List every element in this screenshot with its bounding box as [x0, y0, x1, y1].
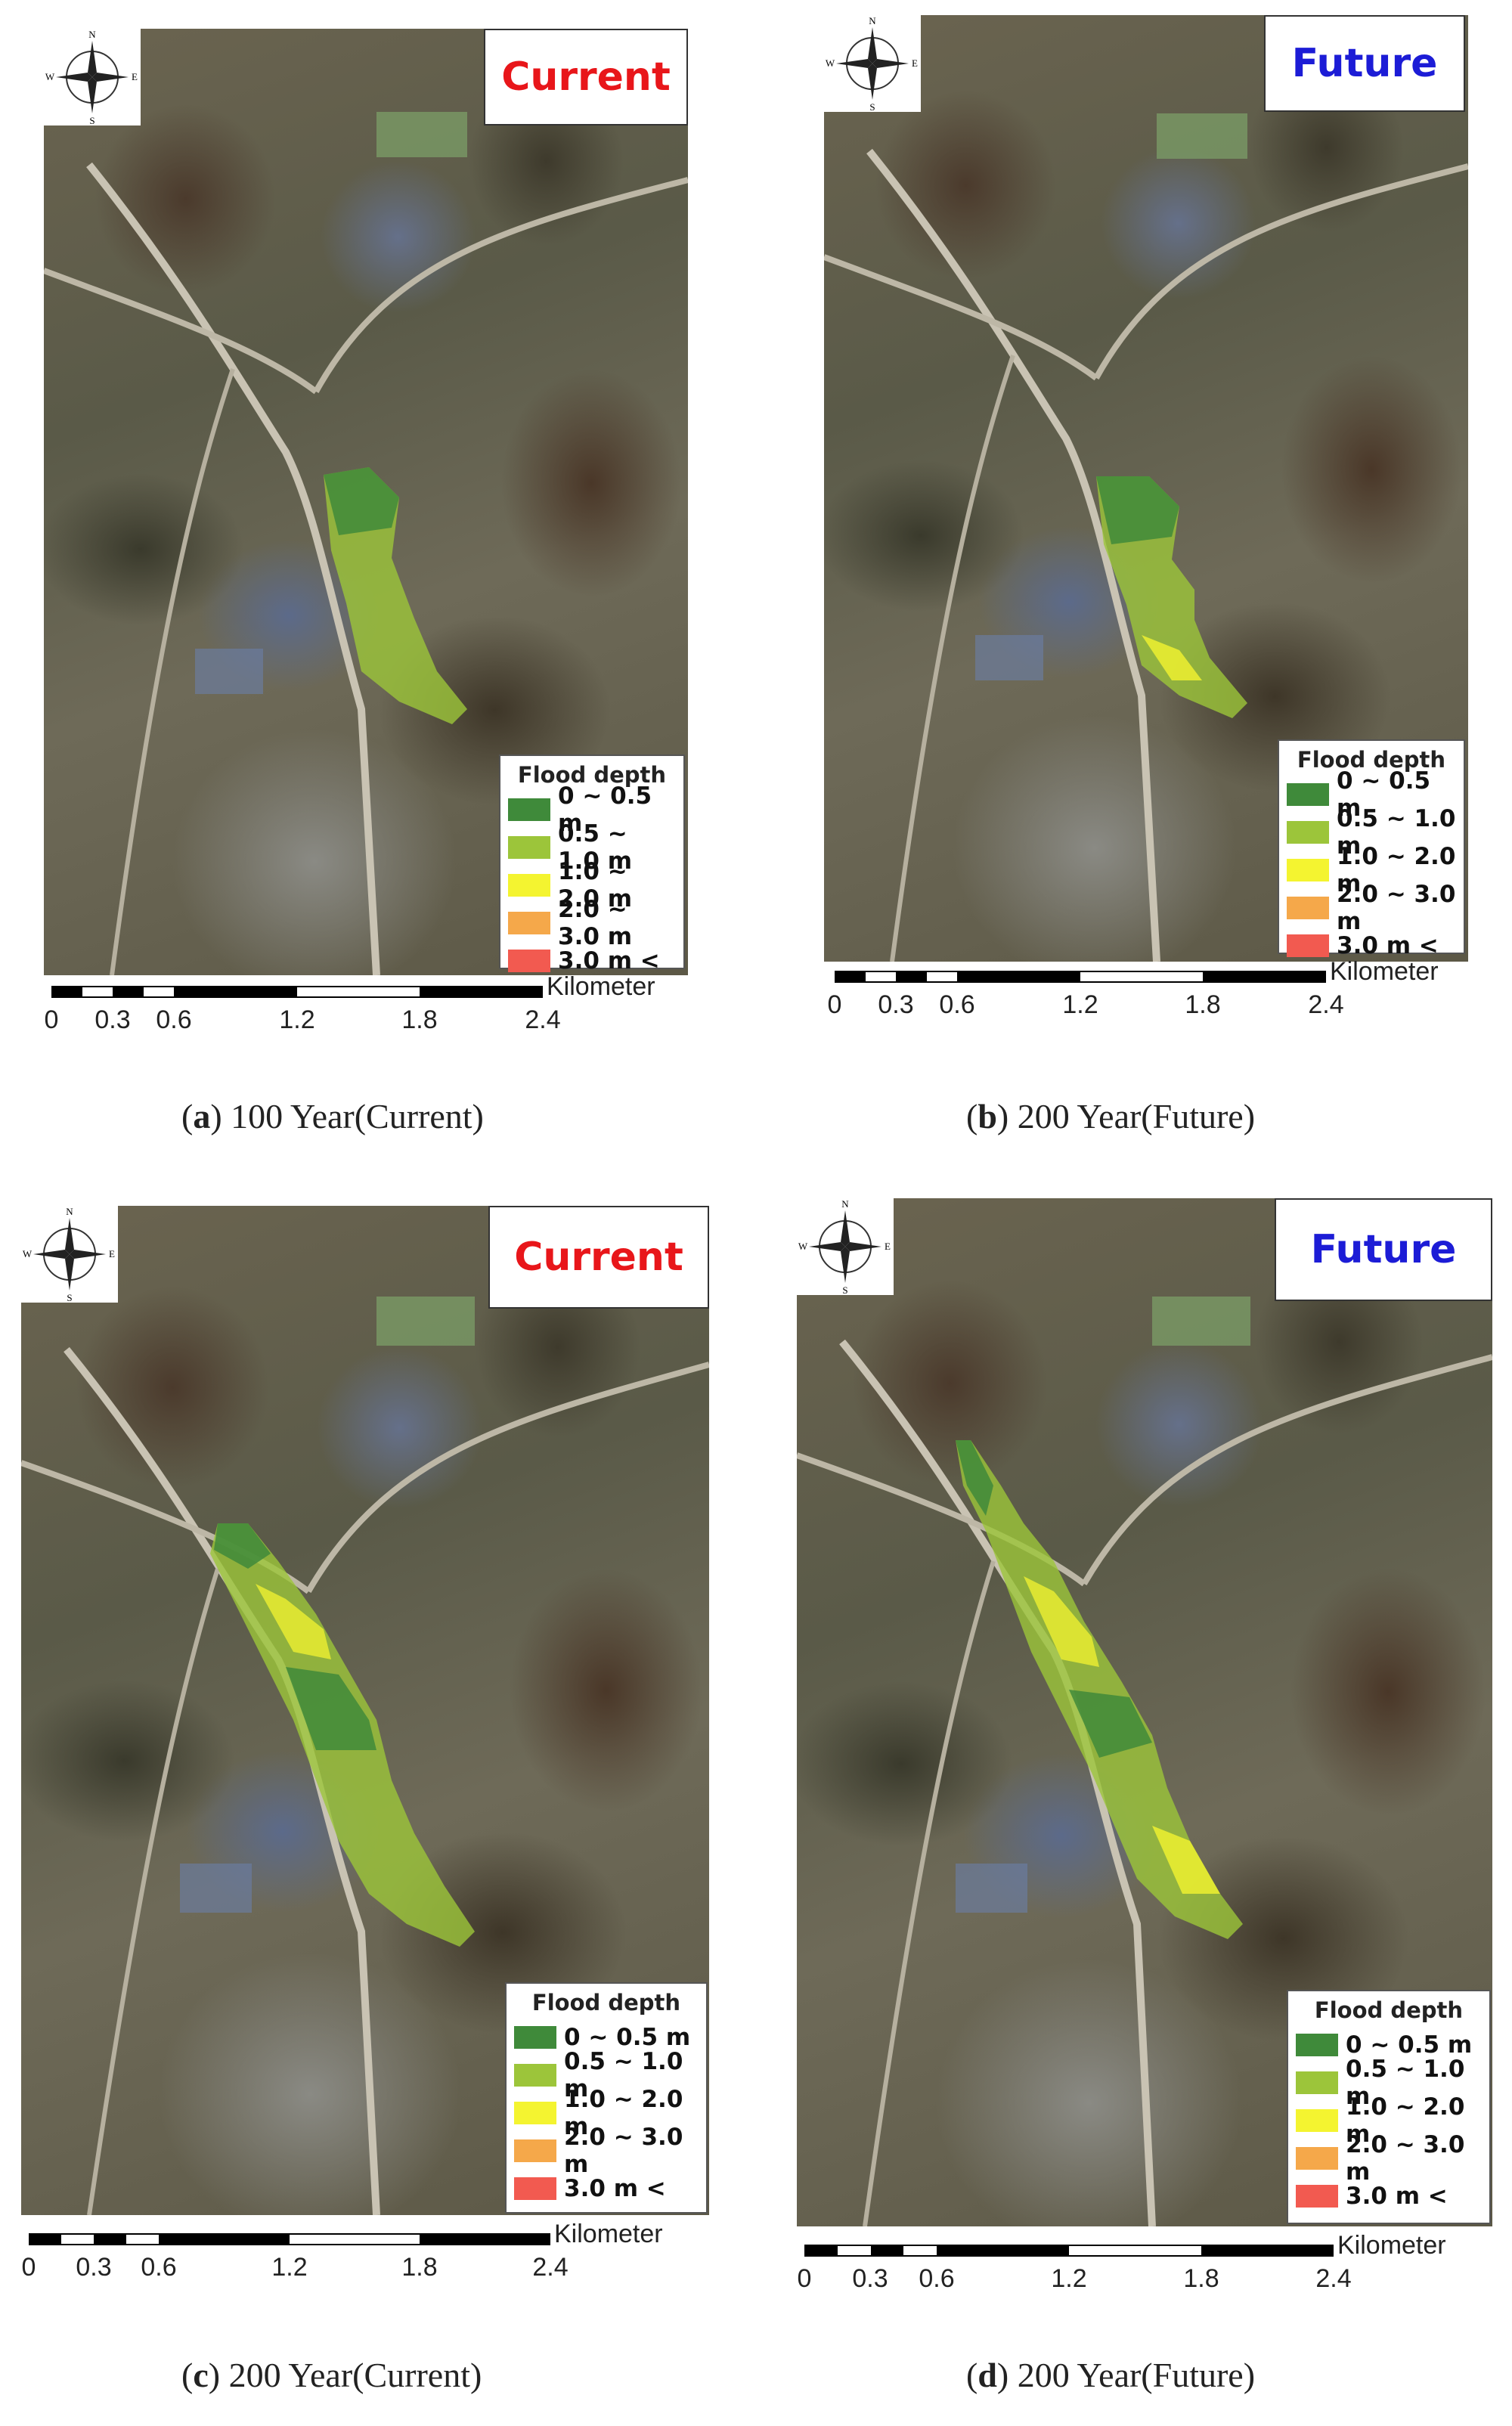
- legend-item: 0.5 ~ 1.0 m: [508, 820, 676, 875]
- svg-text:N: N: [66, 1206, 73, 1217]
- scale-tick: 1.2: [1062, 990, 1098, 1019]
- svg-text:E: E: [912, 57, 918, 69]
- panel-caption: (d) 200 Year(Future): [966, 2356, 1256, 2394]
- compass-rose-icon: N S E W: [797, 1198, 894, 1296]
- svg-text:W: W: [798, 1241, 808, 1252]
- svg-text:S: S: [842, 1284, 847, 1295]
- flood-depth-legend: Flood depth 0 ~ 0.5 m 0.5 ~ 1.0 m 1.0 ~ …: [499, 754, 685, 974]
- flood-depth-legend: Flood depth 0 ~ 0.5 m 0.5 ~ 1.0 m 1.0 ~ …: [1278, 739, 1465, 959]
- legend-item: 1.0 ~ 2.0 m: [1296, 2093, 1482, 2148]
- scale-tick: 1.8: [1185, 990, 1221, 1019]
- scenario-label: Current: [488, 1206, 709, 1309]
- legend-item: 2.0 ~ 3.0 m: [1287, 881, 1456, 935]
- legend-item: 3.0 m <: [1287, 927, 1456, 965]
- legend-item: 1.0 ~ 2.0 m: [514, 2086, 699, 2140]
- legend-item: 1.0 ~ 2.0 m: [508, 858, 676, 912]
- legend-item: 0 ~ 0.5 m: [1287, 767, 1456, 822]
- scale-tick: 1.8: [401, 1005, 438, 1034]
- legend-item: 0.5 ~ 1.0 m: [514, 2048, 699, 2102]
- road-network: [44, 112, 688, 975]
- panel-caption: (c) 200 Year(Current): [181, 2356, 482, 2394]
- scale-unit: Kilometer: [1330, 957, 1439, 986]
- satellite-map: [44, 29, 688, 975]
- legend-item: 0 ~ 0.5 m: [508, 782, 676, 837]
- scale-unit: Kilometer: [1337, 2231, 1446, 2260]
- scale-tick: 0: [21, 2253, 36, 2282]
- scale-tick: 1.8: [401, 2253, 438, 2282]
- flood-extent: [324, 467, 467, 724]
- panel-caption: (b) 200 Year(Future): [966, 1097, 1256, 1136]
- scale-unit: Kilometer: [554, 2220, 663, 2248]
- scale-tick: 0.6: [939, 990, 975, 1019]
- scale-bar: Kilometer 0 0.3 0.6 1.2 1.8 2.4: [798, 2231, 1446, 2302]
- scale-tick: 1.8: [1183, 2264, 1219, 2293]
- legend-item: 2.0 ~ 3.0 m: [514, 2124, 699, 2178]
- scale-tick: 2.4: [1308, 990, 1344, 1019]
- legend-title: Flood depth: [531, 1990, 681, 2015]
- svg-text:N: N: [869, 15, 876, 26]
- scale-unit: Kilometer: [547, 972, 655, 1001]
- legend-item: 3.0 m <: [1296, 2177, 1482, 2215]
- scale-tick: 2.4: [1315, 2264, 1352, 2293]
- compass-rose-icon: N S E W: [824, 15, 921, 113]
- scale-tick: 0: [44, 1005, 59, 1034]
- svg-text:S: S: [67, 1292, 72, 1303]
- legend-item: 1.0 ~ 2.0 m: [1287, 843, 1456, 897]
- flood-extent: [1096, 476, 1247, 718]
- compass-rose-icon: N S E W: [21, 1206, 118, 1303]
- flood-extent: [956, 1440, 1243, 1939]
- svg-text:W: W: [826, 57, 835, 69]
- legend-title: Flood depth: [1297, 747, 1446, 773]
- scale-tick: 0.3: [852, 2264, 888, 2293]
- compass-rose-icon: N S E W: [44, 29, 141, 126]
- scenario-label: Future: [1264, 15, 1465, 112]
- svg-text:N: N: [841, 1198, 849, 1210]
- svg-text:W: W: [23, 1248, 33, 1259]
- legend-item: 3.0 m <: [514, 2170, 699, 2208]
- flood-depth-legend: Flood depth 0 ~ 0.5 m 0.5 ~ 1.0 m 1.0 ~ …: [1287, 1990, 1491, 2224]
- legend-title: Flood depth: [517, 762, 667, 788]
- scale-tick: 0.3: [76, 2253, 112, 2282]
- satellite-map: [824, 15, 1468, 962]
- scenario-label: Future: [1275, 1198, 1492, 1301]
- legend-item: 2.0 ~ 3.0 m: [508, 896, 676, 950]
- scale-tick: 1.2: [1051, 2264, 1087, 2293]
- scale-tick: 0.3: [94, 1005, 131, 1034]
- scale-tick: 0.3: [878, 990, 914, 1019]
- compass-w: W: [45, 71, 55, 82]
- svg-text:E: E: [885, 1241, 891, 1252]
- scale-tick: 0.6: [156, 1005, 192, 1034]
- panel-caption: (a) 100 Year(Current): [181, 1097, 484, 1136]
- scale-bar: Kilometer 0 0.3 0.6 1.2 1.8 2.4: [45, 972, 656, 1043]
- scale-bar: Kilometer 0 0.3 0.6 1.2 1.8 2.4: [828, 957, 1439, 1028]
- svg-text:S: S: [869, 101, 875, 112]
- compass-e: E: [132, 71, 138, 82]
- scale-tick: 1.2: [279, 1005, 315, 1034]
- legend-item: 0.5 ~ 1.0 m: [1296, 2056, 1482, 2110]
- legend-item: 2.0 ~ 3.0 m: [1296, 2131, 1482, 2186]
- compass-n: N: [88, 29, 96, 40]
- scale-tick: 1.2: [271, 2253, 308, 2282]
- scale-tick: 0: [797, 2264, 812, 2293]
- scale-tick: 2.4: [532, 2253, 569, 2282]
- satellite-map: [797, 1198, 1492, 2226]
- road-network: [824, 113, 1468, 962]
- flood-depth-legend: Flood depth 0 ~ 0.5 m 0.5 ~ 1.0 m 1.0 ~ …: [505, 1982, 708, 2214]
- svg-text:E: E: [109, 1248, 115, 1259]
- legend-item: 0 ~ 0.5 m: [1296, 2026, 1482, 2064]
- compass-s: S: [89, 115, 94, 125]
- legend-title: Flood depth: [1314, 1997, 1464, 2023]
- flood-extent: [210, 1523, 475, 1947]
- legend-item: 3.0 m <: [508, 942, 676, 980]
- scale-bar: Kilometer 0 0.3 0.6 1.2 1.8 2.4: [22, 2220, 663, 2291]
- legend-item: 0.5 ~ 1.0 m: [1287, 805, 1456, 860]
- scale-tick: 2.4: [525, 1005, 561, 1034]
- scale-tick: 0.6: [141, 2253, 177, 2282]
- scale-tick: 0: [827, 990, 842, 1019]
- legend-item: 0 ~ 0.5 m: [514, 2019, 699, 2056]
- scale-tick: 0.6: [919, 2264, 955, 2293]
- scenario-label: Current: [484, 29, 688, 125]
